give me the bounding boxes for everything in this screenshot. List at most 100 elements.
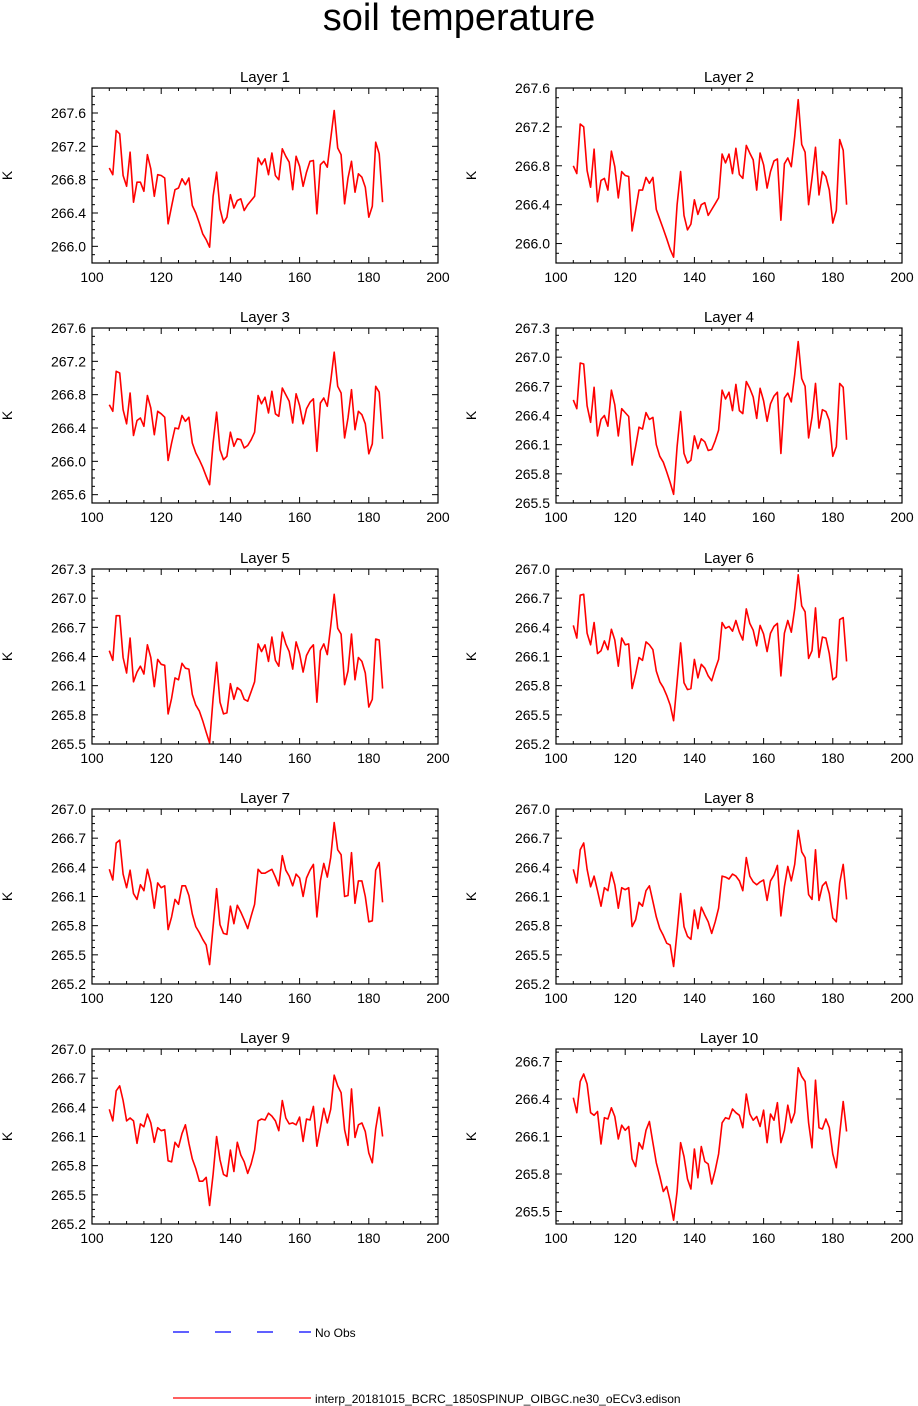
x-tick-label: 140 [683,750,707,766]
panel-title: Layer 3 [240,309,290,326]
x-tick-label: 180 [821,750,845,766]
x-tick-label: 100 [80,269,104,285]
x-tick-label: 140 [683,1230,707,1246]
legend-model-label: interp_20181015_BCRC_1850SPINUP_OIBGC.ne… [315,1392,681,1406]
y-axis-label: K [0,1131,15,1141]
y-tick-label: 266.4 [51,1099,86,1115]
y-tick-label: 265.5 [515,947,550,963]
legend-obs-label: No Obs [315,1326,356,1340]
series-line [108,1074,384,1207]
y-tick-label: 267.3 [515,320,550,336]
y-axis-label: K [463,891,479,901]
panel-3: Layer 3 K 100 120 140 160 180 200 265.6 266.0 266.… [0,309,450,525]
y-axis-label: K [463,170,479,180]
y-tick-label: 266.0 [515,236,550,252]
y-tick-label: 266.4 [515,408,550,424]
panel-5: Layer 5 K 100 120 140 160 180 200 265.5 265.8 266.… [0,550,450,766]
x-tick-label: 120 [614,990,638,1006]
x-tick-label: 100 [544,1230,568,1246]
y-tick-label: 266.4 [51,205,86,221]
y-tick-label: 266.4 [51,420,86,436]
x-tick-label: 200 [426,750,450,766]
y-tick-label: 265.8 [515,918,550,934]
y-tick-label: 266.4 [515,619,550,635]
y-tick-label: 267.6 [51,105,86,121]
y-tick-label: 267.0 [515,801,550,817]
plot-frame [91,568,439,745]
y-tick-label: 266.0 [51,453,86,469]
panel-title: Layer 10 [700,1030,758,1047]
x-tick-label: 140 [219,1230,243,1246]
x-tick-label: 100 [544,269,568,285]
series-line [108,351,384,486]
x-tick-label: 100 [544,509,568,525]
x-tick-label: 160 [288,509,312,525]
x-tick-label: 180 [821,269,845,285]
x-tick-label: 160 [752,1230,776,1246]
x-tick-label: 180 [821,1230,845,1246]
y-tick-label: 265.6 [51,487,86,503]
y-tick-label: 267.0 [51,1041,86,1057]
plot-frame [555,87,903,264]
y-axis-label: K [463,410,479,420]
y-tick-label: 265.8 [51,707,86,723]
y-tick-label: 266.1 [515,1129,550,1145]
x-tick-label: 160 [288,1230,312,1246]
y-tick-label: 265.8 [515,1166,550,1182]
x-tick-label: 140 [683,269,707,285]
plot-frame [91,808,439,985]
y-tick-label: 266.4 [515,197,550,213]
x-tick-label: 180 [357,509,381,525]
series-line [108,593,384,744]
y-tick-label: 265.5 [51,736,86,752]
panel-title: Layer 2 [704,69,754,86]
series-line [108,109,384,248]
x-tick-label: 200 [426,990,450,1006]
x-tick-label: 160 [752,509,776,525]
series-line [572,829,848,968]
panel-6: Layer 6 K 100 120 140 160 180 200 265.2 265.5 265.… [463,550,914,766]
x-tick-label: 160 [752,990,776,1006]
x-tick-label: 120 [150,269,174,285]
y-tick-label: 265.5 [515,1204,550,1220]
x-tick-label: 160 [288,990,312,1006]
panel-9: Layer 9 K 100 120 140 160 180 200 265.2 265.5 265.… [0,1030,450,1246]
y-tick-label: 266.4 [515,1091,550,1107]
x-tick-label: 140 [219,509,243,525]
x-tick-label: 180 [357,269,381,285]
y-tick-label: 265.8 [51,1158,86,1174]
y-axis-label: K [0,410,15,420]
y-tick-label: 266.7 [515,378,550,394]
x-tick-label: 140 [219,269,243,285]
x-tick-label: 100 [544,750,568,766]
y-tick-label: 266.4 [51,649,86,665]
y-tick-label: 265.5 [51,947,86,963]
series-line [572,98,848,259]
y-tick-label: 266.1 [515,437,550,453]
panel-10: Layer 10 K 100 120 140 160 180 200 265.5 265.8 266… [463,1030,914,1246]
y-tick-label: 265.2 [51,976,86,992]
y-tick-label: 265.5 [51,1187,86,1203]
x-tick-label: 120 [614,509,638,525]
x-tick-label: 140 [683,990,707,1006]
y-tick-label: 267.6 [51,320,86,336]
panel-title: Layer 1 [240,69,290,86]
plot-frame [555,568,903,745]
panel-7: Layer 7 K 100 120 140 160 180 200 265.2 265.5 265.… [0,790,450,1006]
x-tick-label: 180 [357,750,381,766]
y-tick-label: 265.2 [51,1216,86,1232]
y-tick-label: 266.1 [51,678,86,694]
y-tick-label: 266.7 [51,619,86,635]
y-tick-label: 266.7 [515,830,550,846]
y-axis-label: K [0,170,15,180]
y-tick-label: 265.8 [515,466,550,482]
x-tick-label: 180 [821,509,845,525]
legend: No Obs interp_20181015_BCRC_1850SPINUP_O… [173,1326,681,1406]
panel-title: Layer 6 [704,550,754,567]
x-tick-label: 120 [150,509,174,525]
x-tick-label: 160 [752,750,776,766]
y-tick-label: 266.7 [515,590,550,606]
x-tick-label: 120 [150,1230,174,1246]
x-tick-label: 160 [288,750,312,766]
x-tick-label: 100 [80,750,104,766]
